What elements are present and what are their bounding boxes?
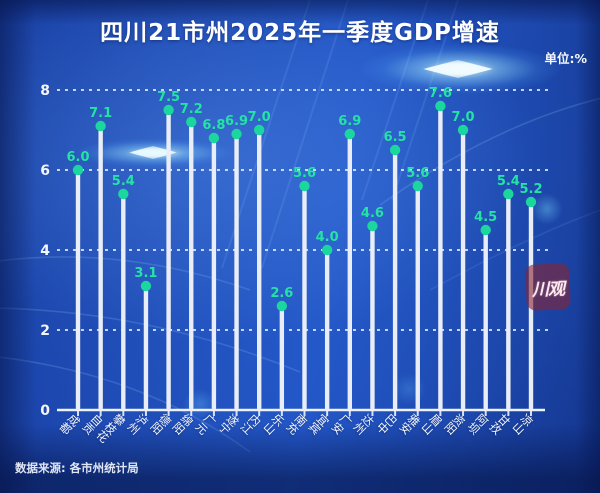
value-label-宜宾: 4.0: [316, 230, 339, 245]
value-label-达州: 4.6: [361, 206, 384, 221]
value-label-内江: 7.0: [248, 110, 271, 125]
page-title: 四川21市州2025年一季度GDP增速: [100, 20, 500, 46]
value-label-广元: 6.8: [202, 118, 225, 133]
stem-雅安: [415, 186, 420, 410]
stem-巴中: [392, 150, 398, 410]
value-label-攀枝花: 5.4: [112, 174, 135, 189]
stem-德阳: [166, 110, 171, 410]
dot-乐山: [276, 300, 288, 312]
value-label-巴中: 6.5: [384, 130, 407, 145]
dot-泸州: [140, 280, 152, 292]
dot-内江: [254, 124, 265, 136]
unit-label: 单位:%: [544, 51, 587, 66]
stem-遂宁: [234, 134, 239, 410]
value-label-泸州: 3.1: [134, 266, 157, 281]
value-label-德阳: 7.5: [157, 90, 180, 105]
dot-资阳: [457, 124, 469, 136]
dot-眉山: [435, 100, 446, 112]
dot-德阳: [163, 104, 174, 116]
y-tick-label: 8: [40, 83, 50, 99]
value-label-自贡: 7.1: [89, 106, 112, 121]
value-label-遂宁: 6.9: [225, 114, 248, 129]
stem-绵阳: [189, 122, 194, 410]
dot-广元: [208, 132, 220, 144]
dot-宜宾: [321, 244, 333, 256]
stem-阿坝: [483, 230, 488, 410]
chuanguan-logo-watermark: 川观: [525, 263, 571, 311]
stem-资阳: [460, 130, 466, 410]
dot-甘孜: [503, 188, 514, 200]
stem-攀枝花: [121, 194, 126, 410]
dot-南充: [299, 180, 310, 192]
dot-广安: [344, 128, 355, 140]
y-tick-label: 6: [40, 163, 50, 179]
stem-南充: [302, 186, 307, 410]
dot-巴中: [389, 144, 401, 156]
dot-攀枝花: [118, 188, 129, 200]
value-label-眉山: 7.6: [429, 86, 452, 101]
y-tick-label: 4: [40, 243, 50, 259]
value-label-甘孜: 5.4: [497, 174, 520, 189]
value-label-成都: 6.0: [66, 150, 89, 165]
stem-眉山: [438, 106, 443, 410]
value-label-广安: 6.9: [338, 114, 361, 129]
value-label-阿坝: 4.5: [474, 210, 497, 225]
dot-绵阳: [186, 116, 197, 128]
dot-达州: [367, 220, 378, 232]
stem-成都: [75, 170, 81, 410]
dot-雅安: [412, 180, 423, 192]
dot-自贡: [95, 120, 106, 132]
dot-凉山: [525, 196, 537, 208]
stem-自贡: [98, 126, 103, 410]
value-label-资阳: 7.0: [452, 110, 475, 125]
stem-宜宾: [324, 250, 330, 410]
value-label-绵阳: 7.2: [180, 102, 203, 117]
data-source-note: 数据来源: 各市州统计局: [15, 461, 139, 475]
y-tick-label: 0: [40, 403, 50, 419]
stem-甘孜: [506, 194, 511, 410]
dot-阿坝: [480, 224, 491, 236]
stem-达州: [370, 226, 375, 410]
stem-内江: [257, 130, 262, 410]
dot-遂宁: [231, 128, 242, 140]
watermark-text: 川观: [531, 278, 565, 301]
value-label-凉山: 5.2: [519, 182, 542, 197]
stem-广安: [347, 134, 352, 410]
stem-乐山: [279, 306, 285, 410]
stem-泸州: [143, 286, 149, 410]
stem-广元: [211, 138, 217, 410]
dot-成都: [72, 164, 84, 176]
y-tick-label: 2: [40, 323, 50, 339]
value-label-乐山: 2.6: [270, 286, 293, 301]
value-label-雅安: 5.6: [406, 166, 429, 181]
value-label-南充: 5.6: [293, 166, 316, 181]
